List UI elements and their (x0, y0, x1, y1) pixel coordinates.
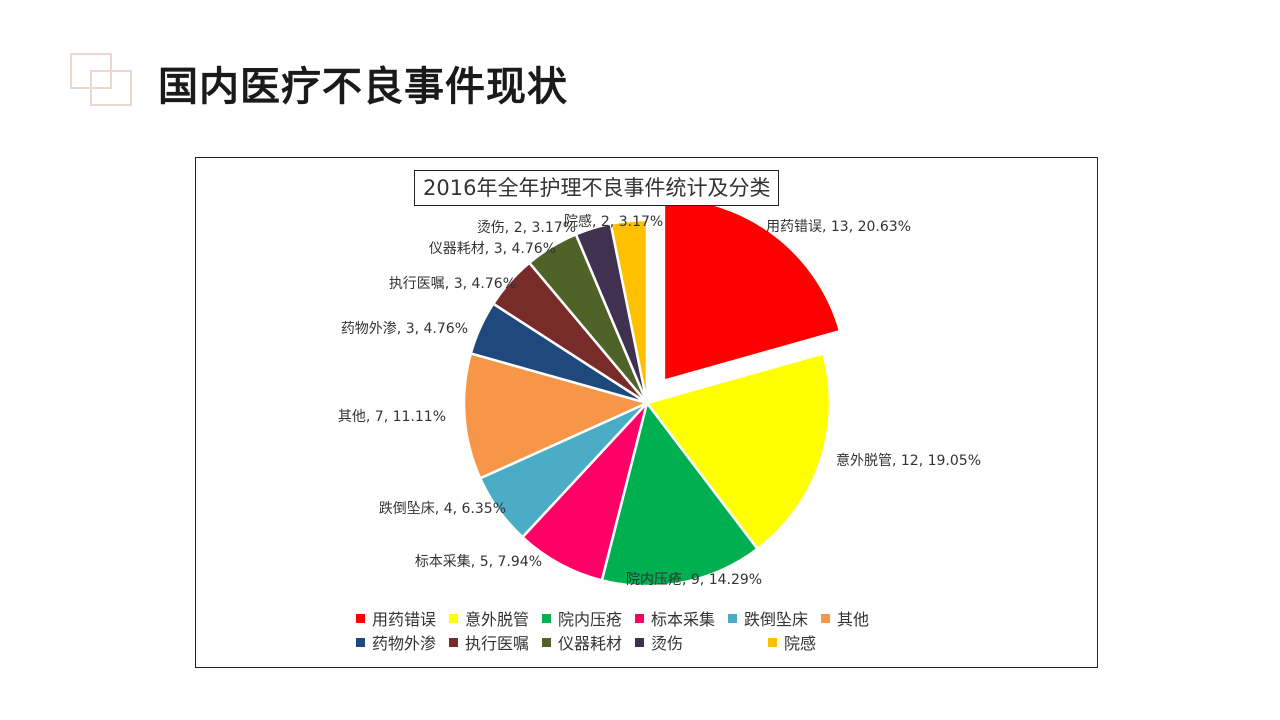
legend-label: 院感 (784, 634, 817, 653)
pie-slice-11 (609, 218, 649, 404)
legend-swatch (542, 637, 551, 647)
page-title: 国内医疗不良事件现状 (158, 64, 568, 110)
legend-label: 标本采集 (651, 610, 716, 629)
legend-item: 药物外渗 (356, 632, 449, 653)
legend-label: 药物外渗 (372, 634, 437, 653)
legend-label: 执行医嘱 (465, 634, 530, 653)
title-decoration-square-front (90, 70, 132, 106)
pie-slice-4 (520, 402, 649, 582)
legend-label: 仪器耗材 (558, 634, 623, 653)
slice-data-label: 烫伤, 2, 3.17% (477, 220, 576, 236)
slice-data-label: 仪器耗材, 3, 4.76% (429, 241, 556, 257)
legend-item: 院内压疮 (542, 608, 635, 629)
legend-swatch (449, 613, 458, 623)
slice-data-label: 药物外渗, 3, 4.76% (341, 321, 468, 337)
legend-item: 仪器耗材 (542, 632, 635, 653)
legend-label: 意外脱管 (465, 610, 530, 629)
legend-swatch (356, 637, 365, 647)
legend-label: 其他 (837, 610, 870, 629)
pie-slice-3 (600, 400, 760, 588)
slice-data-label: 用药错误, 13, 20.63% (766, 219, 911, 235)
legend-label: 院内压疮 (558, 610, 623, 629)
chart-legend: 用药错误 意外脱管 院内压疮 标本采集 跌倒坠床 其他药物外渗 执行医嘱 仪器耗材 烫伤 院感 (356, 608, 916, 653)
legend-swatch (635, 637, 644, 647)
legend-item: 跌倒坠床 (728, 608, 821, 629)
legend-swatch (768, 637, 777, 647)
chart-title: 2016年全年护理不良事件统计及分类 (414, 170, 780, 206)
legend-swatch (728, 613, 737, 623)
slice-data-label: 院内压疮, 9, 14.29% (626, 572, 762, 588)
legend-swatch (821, 613, 830, 623)
legend-item: 意外脱管 (449, 608, 542, 629)
legend-item: 用药错误 (356, 608, 449, 629)
slice-data-label: 意外脱管, 12, 19.05% (836, 452, 981, 469)
slice-data-label: 标本采集, 5, 7.94% (415, 553, 542, 570)
legend-label: 跌倒坠床 (744, 610, 809, 629)
pie-slice-6 (462, 351, 651, 480)
legend-swatch (542, 613, 551, 623)
pie-chart: 用药错误, 13, 20.63% 意外脱管, 12, 19.05% 院内压疮, 9,… (338, 196, 981, 588)
legend-label: 烫伤 (651, 634, 684, 653)
legend-item: 院感 (768, 632, 861, 653)
pie-chart-frame: 用药错误, 13, 20.63% 意外脱管, 12, 19.05% 院内压疮, 9,… (195, 157, 1098, 668)
legend-swatch (356, 613, 365, 623)
slice-data-label: 院感, 2, 3.17% (564, 213, 663, 230)
legend-item: 其他 (821, 608, 914, 629)
slice-data-label: 执行医嘱, 3, 4.76% (389, 276, 516, 292)
slice-data-label: 跌倒坠床, 4, 6.35% (379, 501, 506, 517)
slice-data-label: 其他, 7, 11.11% (338, 409, 446, 425)
legend-swatch (449, 637, 458, 647)
legend-item: 执行医嘱 (449, 632, 542, 653)
legend-item: 标本采集 (635, 608, 728, 629)
legend-swatch (635, 613, 644, 623)
legend-label: 用药错误 (372, 610, 437, 629)
legend-item: 烫伤 (635, 632, 728, 653)
pie-slice-2 (644, 351, 832, 551)
